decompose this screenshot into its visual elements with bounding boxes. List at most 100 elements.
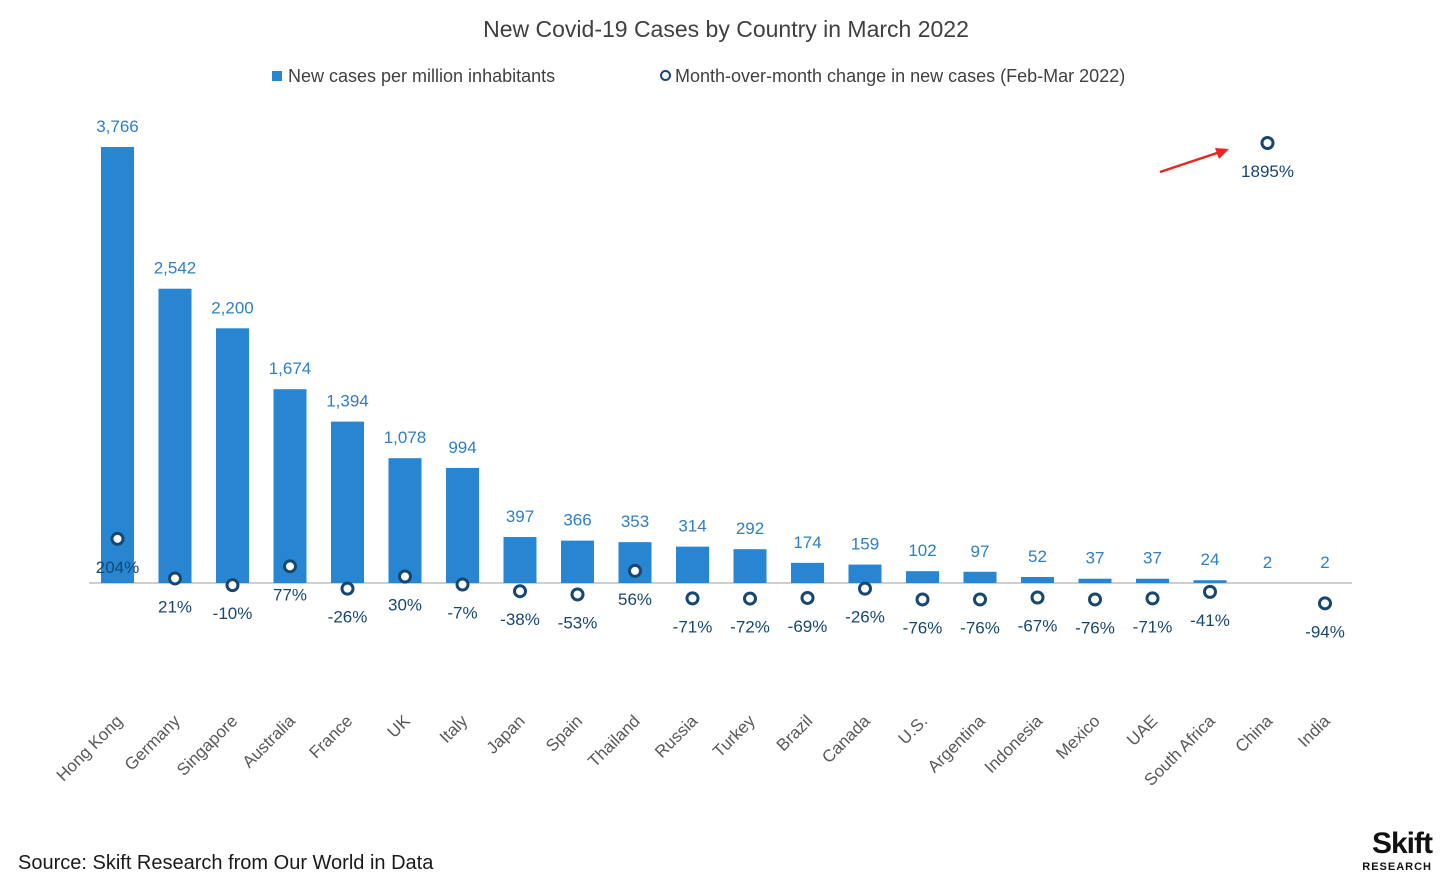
change-label-south-africa: -41% xyxy=(1190,611,1230,630)
bar-hong-kong xyxy=(101,147,134,583)
bar-italy xyxy=(446,467,479,583)
category-label-uk: UK xyxy=(384,711,415,742)
change-marker-spain xyxy=(570,587,585,602)
legend-bars-label: New cases per million inhabitants xyxy=(288,66,556,86)
bar-south-africa xyxy=(1193,580,1227,583)
bar-japan xyxy=(503,537,537,583)
category-label-turkey: Turkey xyxy=(709,711,759,761)
bar-value-label-russia: 314 xyxy=(678,517,706,536)
bar-germany xyxy=(158,288,192,583)
bar-value-label-south-africa: 24 xyxy=(1201,550,1220,569)
category-label-indonesia: Indonesia xyxy=(981,711,1047,777)
change-label-thailand: 56% xyxy=(618,590,652,609)
change-marker-brazil xyxy=(800,590,815,605)
change-marker-south-africa xyxy=(1203,584,1217,599)
category-label-australia: Australia xyxy=(239,711,300,772)
category-label-china: China xyxy=(1231,711,1276,756)
category-label-france: France xyxy=(305,711,356,762)
legend-bar-swatch xyxy=(272,71,282,81)
category-label-italy: Italy xyxy=(436,711,472,747)
bar-value-label-uae: 37 xyxy=(1143,549,1162,568)
legend-marker-swatch xyxy=(660,70,671,81)
bar-value-label-canada: 159 xyxy=(851,535,879,554)
logo-line-2: RESEARCH xyxy=(1362,861,1432,873)
annotation-arrow-shaft xyxy=(1159,150,1221,174)
change-marker-argentina xyxy=(973,592,987,607)
bar-value-label-australia: 1,674 xyxy=(269,359,312,378)
category-label-thailand: Thailand xyxy=(584,711,644,771)
change-marker-france xyxy=(340,581,355,596)
bar-value-label-hong-kong: 3,766 xyxy=(96,117,139,136)
change-label-argentina: -76% xyxy=(960,618,1000,637)
change-marker-japan xyxy=(513,584,527,599)
change-label-china: 1895% xyxy=(1241,162,1294,181)
category-label-hong-kong: Hong Kong xyxy=(53,711,127,785)
bar-value-label-thailand: 353 xyxy=(621,512,649,531)
bar-value-label-brazil: 174 xyxy=(793,533,821,552)
bar-canada xyxy=(848,564,882,583)
logo-line-1: Skift xyxy=(1371,827,1433,860)
bar-value-label-uk: 1,078 xyxy=(384,428,427,447)
change-marker-germany xyxy=(168,571,182,586)
change-label-uk: 30% xyxy=(388,596,422,615)
change-label-turkey: -72% xyxy=(730,618,770,637)
bar-spain xyxy=(561,540,594,583)
category-label-u-s: U.S. xyxy=(895,711,932,748)
bar-indonesia xyxy=(1021,576,1054,583)
change-label-hong-kong: 204% xyxy=(96,558,139,577)
legend-change-label: Month-over-month change in new cases (Fe… xyxy=(675,66,1126,86)
annotation-arrow-head xyxy=(1215,148,1229,159)
category-label-spain: Spain xyxy=(542,711,586,755)
change-label-uae: -71% xyxy=(1133,617,1173,636)
bar-russia xyxy=(676,546,709,583)
bar-singapore xyxy=(216,328,249,583)
change-marker-australia xyxy=(283,559,297,574)
bar-value-label-mexico: 37 xyxy=(1086,549,1105,568)
legend-item-change: Month-over-month change in new cases (Fe… xyxy=(660,66,1125,87)
bar-u-s xyxy=(906,571,939,583)
change-label-italy: -7% xyxy=(447,604,477,623)
bar-brazil xyxy=(791,562,824,583)
bar-value-label-singapore: 2,200 xyxy=(211,298,254,317)
change-marker-u-s xyxy=(915,592,930,607)
category-label-canada: Canada xyxy=(818,711,874,767)
bar-value-label-india: 2 xyxy=(1320,553,1329,572)
change-marker-turkey xyxy=(743,591,757,606)
change-label-japan: -38% xyxy=(500,610,540,629)
category-label-russia: Russia xyxy=(651,711,702,762)
bar-value-label-indonesia: 52 xyxy=(1028,547,1047,566)
change-label-mexico: -76% xyxy=(1075,618,1115,637)
change-label-france: -26% xyxy=(328,608,368,627)
change-label-u-s: -76% xyxy=(903,618,943,637)
change-marker-italy xyxy=(455,577,470,592)
category-label-mexico: Mexico xyxy=(1052,711,1104,763)
change-marker-indonesia xyxy=(1030,590,1045,605)
change-marker-uae xyxy=(1145,591,1160,606)
change-marker-canada xyxy=(858,581,872,596)
change-label-canada: -26% xyxy=(845,608,885,627)
bar-value-label-france: 1,394 xyxy=(326,392,369,411)
bar-uae xyxy=(1136,578,1169,583)
change-label-brazil: -69% xyxy=(788,617,828,636)
category-label-brazil: Brazil xyxy=(773,711,816,754)
chart-title: New Covid-19 Cases by Country in March 2… xyxy=(483,16,969,42)
bar-uk xyxy=(388,458,422,583)
bar-value-label-turkey: 292 xyxy=(736,519,764,538)
change-marker-india xyxy=(1318,596,1332,611)
change-label-australia: 77% xyxy=(273,585,307,604)
category-label-india: India xyxy=(1294,711,1334,751)
bar-value-label-argentina: 97 xyxy=(971,542,990,561)
bar-value-label-u-s: 102 xyxy=(908,541,936,560)
bar-argentina xyxy=(963,571,997,583)
bar-value-label-spain: 366 xyxy=(563,511,591,530)
bar-value-label-china: 2 xyxy=(1263,553,1272,572)
bar-value-label-italy: 994 xyxy=(448,438,476,457)
category-label-argentina: Argentina xyxy=(924,711,989,776)
category-label-uae: UAE xyxy=(1123,711,1161,749)
change-label-russia: -71% xyxy=(673,617,713,636)
source-note: Source: Skift Research from Our World in… xyxy=(18,852,434,874)
skift-logo: Skift RESEARCH xyxy=(1362,827,1433,874)
change-marker-uk xyxy=(398,569,412,584)
change-marker-singapore xyxy=(225,578,240,593)
change-marker-china xyxy=(1260,136,1275,150)
